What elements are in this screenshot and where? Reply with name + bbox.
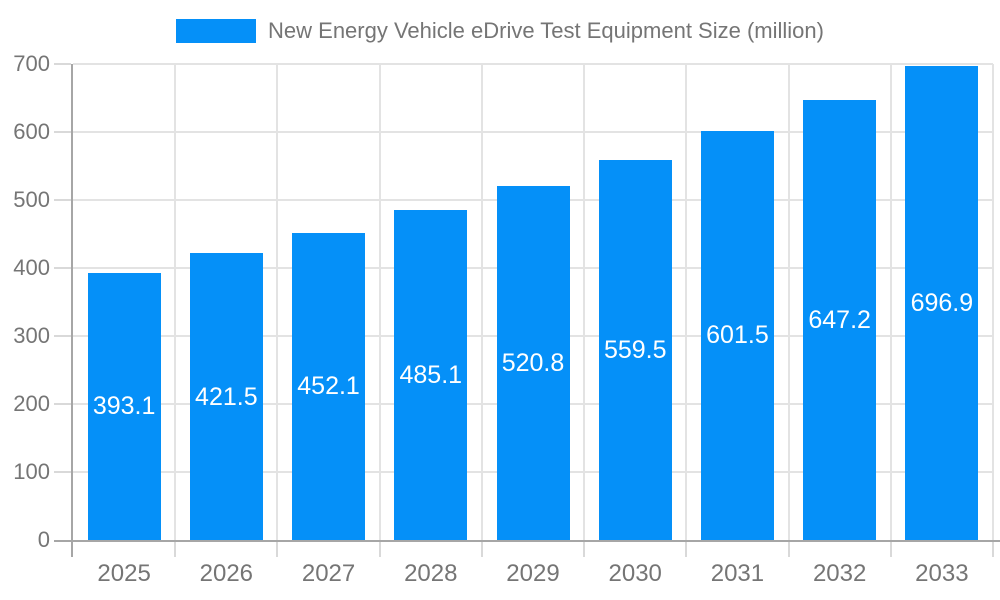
x-axis-tick-label: 2032 (812, 560, 867, 587)
bar[interactable]: 393.1 (87, 272, 161, 540)
x-tick (276, 542, 279, 557)
y-axis-tick-label: 100 (13, 459, 50, 484)
bar[interactable]: 601.5 (700, 130, 774, 540)
v-gridline (889, 64, 892, 540)
y-axis-tick-label: 0 (37, 527, 50, 552)
y-tick (54, 267, 71, 269)
y-axis-tick-label: 200 (13, 391, 50, 416)
x-tick (583, 542, 586, 557)
x-axis-tick-label: 2029 (506, 560, 560, 587)
v-gridline (992, 64, 994, 540)
bar-value-label: 559.5 (603, 335, 667, 364)
h-gridline (73, 131, 993, 133)
plot-area: 393.1 421.5 452.1 485.1 520.8 559.5 601.5 647.2… (73, 63, 994, 540)
bar-value-label: 520.8 (501, 348, 565, 377)
x-tick (378, 542, 381, 557)
y-tick (54, 335, 71, 337)
x-tick (992, 542, 994, 557)
bar[interactable]: 559.5 (598, 159, 672, 540)
v-gridline (480, 64, 483, 540)
x-axis-tick-label: 2028 (404, 560, 458, 587)
legend-label: New Energy Vehicle eDrive Test Equipment… (268, 18, 824, 43)
y-axis-tick-label: 500 (13, 187, 50, 212)
x-axis-tick-label: 2030 (608, 560, 662, 587)
x-tick (787, 542, 790, 557)
x-tick (174, 542, 177, 557)
v-gridline (174, 64, 177, 540)
v-gridline (685, 64, 688, 540)
y-tick (54, 471, 71, 473)
x-tick (889, 542, 892, 557)
x-axis-tick-label: 2025 (97, 560, 151, 587)
bar[interactable]: 485.1 (394, 210, 468, 540)
legend-swatch (176, 19, 257, 43)
x-tick (685, 542, 688, 557)
y-tick (54, 403, 71, 405)
bar[interactable]: 647.2 (803, 99, 877, 540)
bar-value-label: 647.2 (808, 305, 871, 334)
bar-value-label: 696.9 (910, 289, 974, 318)
h-gridline (73, 63, 993, 65)
bar[interactable]: 696.9 (905, 66, 979, 540)
v-gridline (787, 64, 790, 540)
bar-value-label: 601.5 (706, 321, 769, 350)
bar-value-label: 421.5 (195, 382, 258, 411)
v-gridline (276, 64, 279, 540)
y-axis-line (71, 64, 73, 557)
x-axis-line (54, 540, 1000, 542)
bar-value-label: 485.1 (399, 361, 463, 390)
bar[interactable]: 421.5 (189, 253, 263, 540)
bar[interactable]: 520.8 (496, 185, 570, 540)
x-axis-tick-label: 2033 (915, 560, 969, 587)
y-axis-tick-label: 400 (13, 255, 50, 280)
v-gridline (583, 64, 586, 540)
y-axis-tick-label: 700 (13, 51, 50, 76)
legend[interactable]: New Energy Vehicle eDrive Test Equipment… (0, 18, 1000, 44)
bar-value-label: 393.1 (92, 392, 156, 421)
x-axis-tick-label: 2026 (199, 560, 254, 587)
y-tick (54, 63, 71, 65)
v-gridline (378, 64, 381, 540)
x-axis-tick-label: 2027 (301, 560, 356, 587)
bar-value-label: 452.1 (297, 372, 360, 401)
x-tick (480, 542, 483, 557)
y-tick (54, 131, 71, 133)
y-axis-tick-label: 600 (13, 119, 50, 144)
bar[interactable]: 452.1 (292, 232, 366, 540)
y-axis-tick-label: 300 (13, 323, 50, 348)
y-tick (54, 199, 71, 201)
x-axis-tick-label: 2031 (710, 560, 765, 587)
